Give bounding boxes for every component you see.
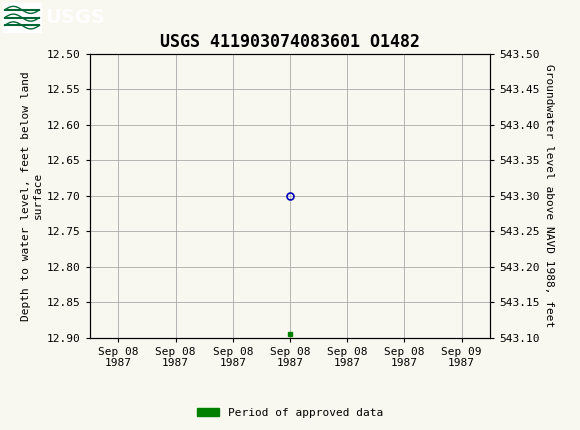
- Legend: Period of approved data: Period of approved data: [193, 403, 387, 422]
- Y-axis label: Depth to water level, feet below land
surface: Depth to water level, feet below land su…: [21, 71, 43, 320]
- Text: USGS 411903074083601 O1482: USGS 411903074083601 O1482: [160, 34, 420, 51]
- Y-axis label: Groundwater level above NAVD 1988, feet: Groundwater level above NAVD 1988, feet: [544, 64, 554, 327]
- Text: USGS: USGS: [45, 8, 105, 27]
- FancyBboxPatch shape: [3, 3, 41, 32]
